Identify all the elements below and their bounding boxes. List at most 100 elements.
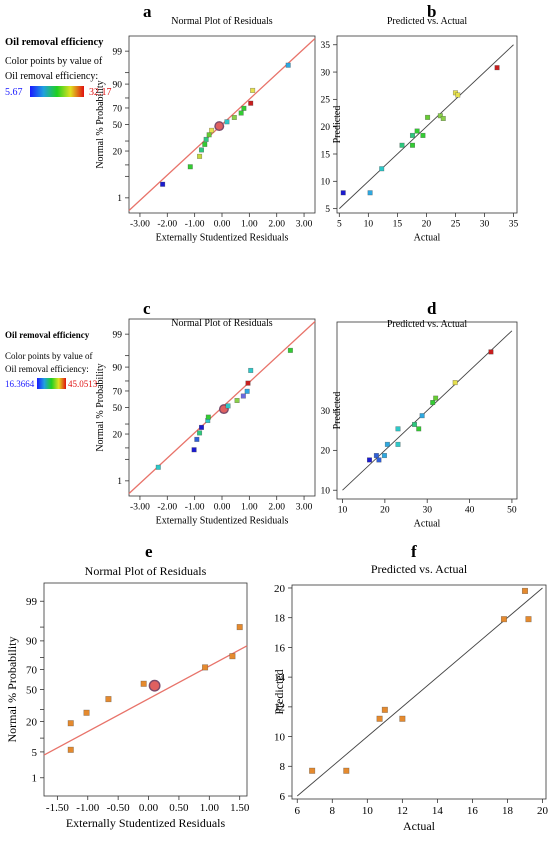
y-tick-label: 20 <box>321 123 331 133</box>
y-tick-label: 99 <box>113 330 123 340</box>
data-point <box>205 414 211 420</box>
data-point <box>373 453 379 459</box>
panel-letter-f: f <box>411 542 417 561</box>
data-point <box>376 715 383 722</box>
x-axis-label: Actual <box>403 819 436 833</box>
y-tick-label: 5 <box>325 205 330 215</box>
data-point <box>521 587 528 594</box>
x-tick-label: 0.50 <box>169 802 189 814</box>
data-point <box>399 715 406 722</box>
x-tick-label: 8 <box>330 805 336 817</box>
data-point <box>500 616 507 623</box>
y-tick-label: 50 <box>113 404 123 414</box>
x-tick-label: 20 <box>422 220 432 230</box>
x-tick-label: 40 <box>465 506 475 516</box>
data-point <box>440 115 446 121</box>
data-point <box>197 153 203 159</box>
y-tick-label: 8 <box>280 761 286 773</box>
data-point <box>367 190 373 196</box>
y-tick-label: 99 <box>113 47 123 57</box>
chart-panel-c: Normal Plot of Residuals -3.00 -2.00 -1.00 0… <box>95 318 316 527</box>
data-point <box>287 347 293 353</box>
x-tick-label: 14 <box>432 805 444 817</box>
data-point <box>488 349 494 355</box>
y-tick-label: 1 <box>32 773 38 785</box>
x-tick-label: 15 <box>393 220 403 230</box>
data-point <box>245 380 251 386</box>
y-axis-label: Normal % Probability <box>5 637 19 743</box>
legend-min-value: 5.67 <box>5 87 23 98</box>
chart-title: Normal Plot of Residuals <box>171 16 272 27</box>
data-point <box>206 132 212 138</box>
data-point <box>160 181 166 187</box>
highlighted-point <box>214 121 225 132</box>
x-tick-label: 12 <box>397 805 408 817</box>
data-point <box>209 127 215 133</box>
y-tick-label: 20 <box>321 447 331 457</box>
data-point <box>437 113 443 119</box>
x-tick-label: 0.00 <box>214 220 231 230</box>
data-point <box>416 426 422 432</box>
data-point <box>381 706 388 713</box>
y-tick-label: 10 <box>274 731 286 743</box>
x-tick-label: -1.00 <box>185 220 205 230</box>
diagonal-line <box>342 330 513 491</box>
y-tick-label: 99 <box>26 596 38 608</box>
y-axis-label: Predicted <box>272 669 286 714</box>
x-axis-label: Actual <box>414 233 441 244</box>
y-tick-label: 70 <box>26 664 38 676</box>
data-point <box>202 664 209 671</box>
chart-title: Normal Plot of Residuals <box>171 318 272 329</box>
x-tick-label: -3.00 <box>130 220 150 230</box>
data-point <box>409 132 415 138</box>
y-axis-label: Predicted <box>332 106 343 144</box>
legend-subtitle-line2: Oil removal efficiency: <box>5 364 89 374</box>
x-axis-label: Externally Studentized Residuals <box>156 233 289 244</box>
data-point <box>198 147 204 153</box>
x-tick-label: -2.00 <box>157 503 177 513</box>
x-tick-label: 3.00 <box>296 220 313 230</box>
x-tick-label: -0.50 <box>107 802 130 814</box>
y-tick-label: 50 <box>113 121 123 131</box>
y-tick-label: 90 <box>26 636 38 648</box>
data-point <box>202 141 208 147</box>
y-axis-label: Predicted <box>332 392 343 430</box>
x-axis-label: Externally Studentized Residuals <box>66 816 226 830</box>
data-point <box>240 393 246 399</box>
panel-letter-a: a <box>143 2 152 21</box>
x-tick-label: 35 <box>509 220 519 230</box>
data-point <box>250 87 256 93</box>
data-point <box>455 92 461 98</box>
data-point <box>425 114 431 120</box>
panel-letter-d: d <box>427 299 437 318</box>
data-point <box>236 624 243 631</box>
chart-panel-e: Normal Plot of Residuals -1.50 -1.00 -0.50 0… <box>5 564 250 830</box>
data-point <box>420 132 426 138</box>
y-tick-label: 10 <box>321 487 331 497</box>
data-point <box>140 680 147 687</box>
data-point <box>384 441 390 447</box>
data-point <box>198 424 204 430</box>
y-tick-label: 10 <box>321 178 331 188</box>
data-point <box>376 457 382 463</box>
x-tick-label: 1.50 <box>230 802 250 814</box>
x-tick-label: 1.00 <box>241 220 258 230</box>
chart-panel-d: Predicted vs. Actual 10 20 30 40 50 Actual 10 20… <box>321 319 518 530</box>
data-point <box>83 709 90 716</box>
x-tick-label: 30 <box>480 220 490 230</box>
plot-frame <box>336 35 518 214</box>
plot-frame <box>291 584 547 800</box>
y-tick-label: 12 <box>274 702 285 714</box>
data-point <box>395 426 401 432</box>
panel-letter-c: c <box>143 299 151 318</box>
data-point <box>412 421 418 427</box>
y-axis-label: Normal % Probability <box>95 363 106 451</box>
data-point <box>105 696 112 703</box>
chart-title: Predicted vs. Actual <box>387 319 467 330</box>
y-tick-label: 70 <box>113 387 123 397</box>
legend-title: Oil removal efficiency <box>5 330 90 340</box>
y-tick-label: 1 <box>117 194 122 204</box>
plot-frame <box>43 582 248 797</box>
data-point <box>285 62 291 68</box>
y-tick-label: 20 <box>274 583 286 595</box>
